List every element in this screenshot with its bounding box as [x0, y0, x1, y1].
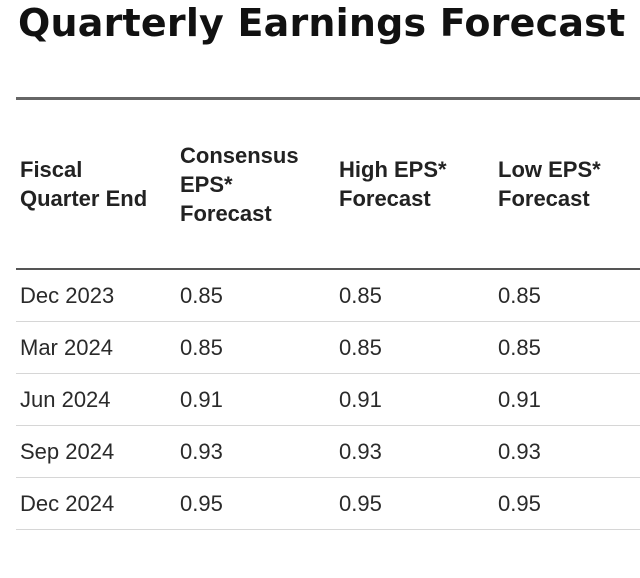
cell-low-eps: 0.85 — [494, 269, 640, 322]
table-row: Jun 2024 0.91 0.91 0.91 — [16, 373, 640, 426]
cell-fiscal-quarter-end: Jun 2024 — [16, 373, 176, 426]
cell-consensus-eps: 0.95 — [176, 477, 335, 530]
cell-consensus-eps: 0.85 — [176, 269, 335, 322]
table-row: Sep 2024 0.93 0.93 0.93 — [16, 425, 640, 478]
cell-consensus-eps: 0.85 — [176, 321, 335, 374]
cell-low-eps: 0.93 — [494, 425, 640, 478]
column-header-label: Fiscal Quarter End — [20, 157, 148, 211]
page-title: Quarterly Earnings Forecast — [18, 1, 626, 45]
cell-low-eps: 0.95 — [494, 477, 640, 530]
table-top-divider — [16, 97, 640, 100]
cell-high-eps: 0.85 — [335, 269, 494, 322]
column-header-label: High EPS* Forecast — [339, 157, 447, 211]
cell-low-eps: 0.85 — [494, 321, 640, 374]
cell-high-eps: 0.93 — [335, 425, 494, 478]
cell-consensus-eps: 0.91 — [176, 373, 335, 426]
cell-high-eps: 0.91 — [335, 373, 494, 426]
cell-consensus-eps: 0.93 — [176, 425, 335, 478]
cell-fiscal-quarter-end: Dec 2024 — [16, 477, 176, 530]
column-header-label: Low EPS* Forecast — [498, 157, 601, 211]
cell-fiscal-quarter-end: Dec 2023 — [16, 269, 176, 322]
cell-fiscal-quarter-end: Sep 2024 — [16, 425, 176, 478]
table-row: Mar 2024 0.85 0.85 0.85 — [16, 321, 640, 374]
column-header-label: Consensus EPS* Forecast — [180, 142, 299, 226]
column-header-consensus-eps-forecast: Consensus EPS* Forecast — [176, 100, 335, 270]
column-header-low-eps-forecast: Low EPS* Forecast — [494, 100, 640, 270]
column-header-fiscal-quarter-end: Fiscal Quarter End — [16, 100, 176, 270]
table-row: Dec 2023 0.85 0.85 0.85 — [16, 269, 640, 322]
column-header-high-eps-forecast: High EPS* Forecast — [335, 100, 494, 270]
cell-high-eps: 0.95 — [335, 477, 494, 530]
cell-high-eps: 0.85 — [335, 321, 494, 374]
table-row: Dec 2024 0.95 0.95 0.95 — [16, 477, 640, 530]
cell-fiscal-quarter-end: Mar 2024 — [16, 321, 176, 374]
earnings-forecast-table: Fiscal Quarter End Consensus EPS* Foreca… — [16, 100, 640, 530]
table-header-row: Fiscal Quarter End Consensus EPS* Foreca… — [16, 100, 640, 270]
cell-low-eps: 0.91 — [494, 373, 640, 426]
